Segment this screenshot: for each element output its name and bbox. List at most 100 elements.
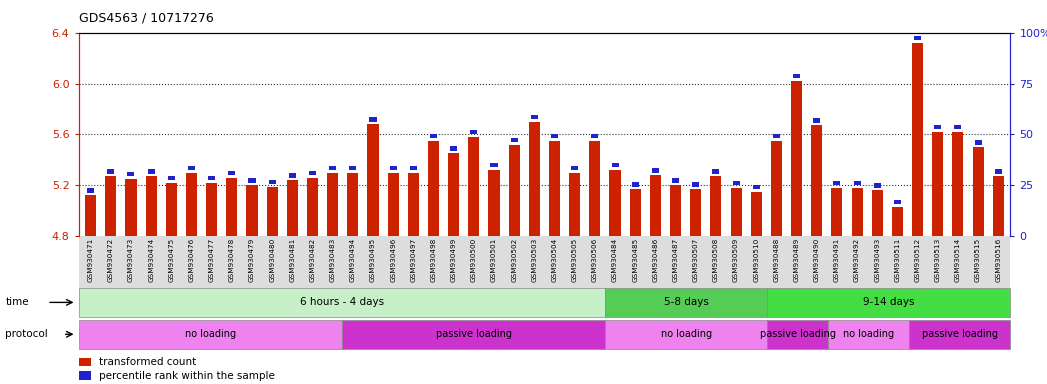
- Bar: [611, 163, 619, 167]
- Bar: [551, 134, 558, 138]
- FancyBboxPatch shape: [79, 320, 342, 349]
- Bar: [489, 170, 499, 236]
- Bar: [793, 74, 800, 78]
- Bar: [87, 189, 94, 193]
- Bar: [570, 172, 580, 236]
- Bar: [833, 181, 841, 185]
- Bar: [652, 168, 659, 172]
- Bar: [631, 182, 639, 187]
- Bar: [430, 134, 437, 138]
- FancyBboxPatch shape: [79, 288, 605, 317]
- Bar: [470, 130, 477, 134]
- FancyBboxPatch shape: [605, 320, 767, 349]
- Bar: [814, 119, 820, 123]
- Bar: [872, 190, 883, 236]
- Bar: [186, 172, 197, 236]
- Bar: [208, 176, 216, 180]
- Text: transformed count: transformed count: [99, 357, 197, 367]
- Bar: [549, 141, 560, 236]
- Bar: [146, 176, 157, 236]
- Bar: [792, 81, 802, 236]
- Bar: [670, 185, 682, 236]
- Bar: [873, 184, 881, 188]
- Text: no loading: no loading: [843, 329, 894, 339]
- Bar: [348, 172, 358, 236]
- Bar: [228, 170, 236, 175]
- Bar: [592, 134, 599, 138]
- Bar: [409, 166, 417, 170]
- Bar: [912, 43, 923, 236]
- Bar: [953, 132, 963, 236]
- Bar: [468, 137, 480, 236]
- Bar: [450, 146, 458, 151]
- Bar: [572, 166, 578, 170]
- Bar: [993, 176, 1004, 236]
- Bar: [932, 132, 943, 236]
- Bar: [329, 166, 336, 170]
- Text: time: time: [5, 297, 29, 308]
- Bar: [79, 371, 91, 380]
- Bar: [387, 172, 399, 236]
- Bar: [853, 181, 861, 185]
- Bar: [85, 195, 96, 236]
- Bar: [269, 180, 275, 184]
- Bar: [165, 183, 177, 236]
- Bar: [206, 183, 217, 236]
- Bar: [79, 358, 91, 366]
- Bar: [367, 124, 379, 236]
- Bar: [107, 169, 114, 174]
- Bar: [975, 140, 982, 144]
- FancyBboxPatch shape: [828, 320, 909, 349]
- Bar: [731, 188, 741, 236]
- Bar: [128, 172, 134, 176]
- Bar: [106, 176, 116, 236]
- FancyBboxPatch shape: [909, 320, 1010, 349]
- Bar: [287, 180, 297, 236]
- Bar: [831, 188, 843, 236]
- Bar: [771, 141, 782, 236]
- Bar: [609, 170, 621, 236]
- Text: passive loading: passive loading: [921, 329, 998, 339]
- FancyBboxPatch shape: [767, 288, 1010, 317]
- Text: percentile rank within the sample: percentile rank within the sample: [99, 371, 275, 381]
- FancyBboxPatch shape: [342, 320, 605, 349]
- FancyBboxPatch shape: [605, 288, 767, 317]
- Bar: [712, 169, 719, 174]
- Bar: [690, 189, 701, 236]
- Text: passive loading: passive loading: [760, 329, 836, 339]
- Bar: [914, 36, 921, 40]
- Bar: [511, 137, 517, 142]
- Text: protocol: protocol: [5, 329, 48, 339]
- Text: no loading: no loading: [184, 329, 236, 339]
- Bar: [509, 144, 519, 236]
- Bar: [811, 126, 822, 236]
- Bar: [267, 187, 277, 236]
- Bar: [350, 166, 356, 170]
- Bar: [307, 178, 318, 236]
- Bar: [168, 176, 175, 180]
- FancyBboxPatch shape: [767, 320, 828, 349]
- Bar: [188, 166, 195, 170]
- Bar: [370, 117, 377, 122]
- Bar: [672, 178, 680, 183]
- Bar: [995, 169, 1002, 174]
- Bar: [529, 122, 540, 236]
- Bar: [289, 173, 296, 178]
- Text: GDS4563 / 10717276: GDS4563 / 10717276: [79, 12, 214, 25]
- Bar: [692, 182, 699, 187]
- Bar: [226, 178, 238, 236]
- Bar: [773, 134, 780, 138]
- Bar: [448, 154, 460, 236]
- Text: passive loading: passive loading: [436, 329, 512, 339]
- Bar: [309, 170, 316, 175]
- Bar: [753, 185, 760, 189]
- Bar: [650, 175, 661, 236]
- Bar: [710, 176, 721, 236]
- Bar: [490, 163, 497, 167]
- Text: 5-8 days: 5-8 days: [664, 297, 709, 308]
- Bar: [246, 185, 258, 236]
- Bar: [126, 179, 136, 236]
- Bar: [589, 141, 600, 236]
- Text: 6 hours - 4 days: 6 hours - 4 days: [299, 297, 384, 308]
- Bar: [851, 188, 863, 236]
